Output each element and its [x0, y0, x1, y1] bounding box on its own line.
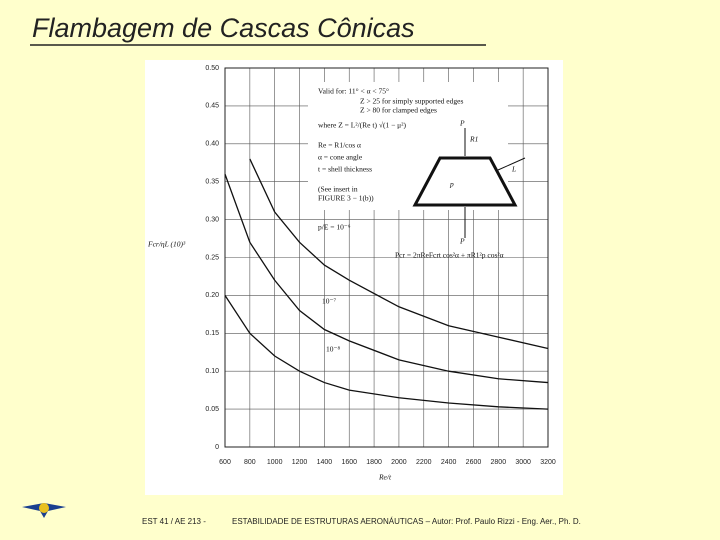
chart: 0 0.05 0.10 0.15 0.20 0.25 0.30 0.35 0.40 0.45 0.5…	[147, 65, 556, 482]
diagram-label: R1	[469, 135, 478, 144]
slide-title: Flambagem de Cascas Cônicas	[32, 13, 415, 43]
annotation: Valid for: 11° < α < 75°	[318, 87, 389, 96]
series-label: p/E = 10⁻⁶	[318, 223, 351, 232]
annotation: Z > 80 for clamped edges	[360, 106, 437, 115]
x-tick-label: 1800	[366, 459, 382, 466]
x-tick-label: 2600	[466, 459, 482, 466]
diagram-label: P	[459, 237, 465, 246]
series-line	[224, 295, 549, 410]
annotation: Pcr = 2πReFcrt cos²α + πR1²p cos²α	[395, 251, 504, 260]
cone-diagram	[412, 128, 526, 238]
y-axis-label: Fcr/ηL (10)³	[147, 240, 186, 249]
series-label: 10⁻⁷	[322, 297, 336, 306]
diagram-label: L	[511, 165, 516, 174]
x-tick-label: 1400	[317, 459, 333, 466]
x-tick-label: 2200	[416, 459, 432, 466]
series-line	[249, 158, 549, 350]
diagram-label: p	[449, 180, 454, 189]
x-tick-label: 1600	[341, 459, 357, 466]
y-tick-label: 0	[215, 444, 219, 451]
footer-text: ESTABILIDADE DE ESTRUTURAS AERONÁUTICAS …	[232, 517, 581, 526]
x-tick-label: 2800	[491, 459, 507, 466]
y-tick-label: 0.20	[205, 292, 219, 299]
annotation: FIGURE 3 − 1(b))	[318, 194, 374, 203]
annotation: Z > 25 for simply supported edges	[360, 97, 463, 106]
inset-box	[308, 82, 508, 210]
x-axis-label: Re/t	[378, 473, 392, 482]
x-tick-label: 2400	[441, 459, 457, 466]
annotation: Re = R1/cos α	[318, 141, 361, 150]
x-tick-label: 800	[244, 459, 256, 466]
y-tick-label: 0.50	[205, 65, 219, 72]
y-tick-label: 0.45	[205, 103, 219, 110]
plot-frame	[224, 67, 549, 448]
series-label: 10⁻⁸	[326, 345, 340, 354]
diagram-label: P	[459, 119, 465, 128]
annotation: (See insert in	[318, 185, 358, 194]
x-tick-label: 3200	[540, 459, 556, 466]
y-tick-label: 0.25	[205, 254, 219, 261]
footer-course: EST 41 / AE 213 -	[142, 517, 206, 526]
x-tick-label: 1200	[292, 459, 308, 466]
series-line	[224, 173, 549, 384]
annotation: α = cone angle	[318, 153, 363, 162]
annotation: where Z = L²/(Re t) √(1 − μ²)	[318, 121, 406, 130]
x-tick-label: 600	[219, 459, 231, 466]
y-tick-label: 0.15	[205, 330, 219, 337]
x-tick-label: 1000	[267, 459, 283, 466]
y-tick-label: 0.05	[205, 406, 219, 413]
x-tick-label: 2000	[391, 459, 407, 466]
y-tick-label: 0.40	[205, 141, 219, 148]
y-tick-label: 0.35	[205, 179, 219, 186]
annotation: t = shell thickness	[318, 165, 372, 174]
x-tick-label: 3000	[515, 459, 531, 466]
logo	[22, 503, 66, 518]
y-tick-label: 0.30	[205, 216, 219, 223]
y-tick-label: 0.10	[205, 368, 219, 375]
